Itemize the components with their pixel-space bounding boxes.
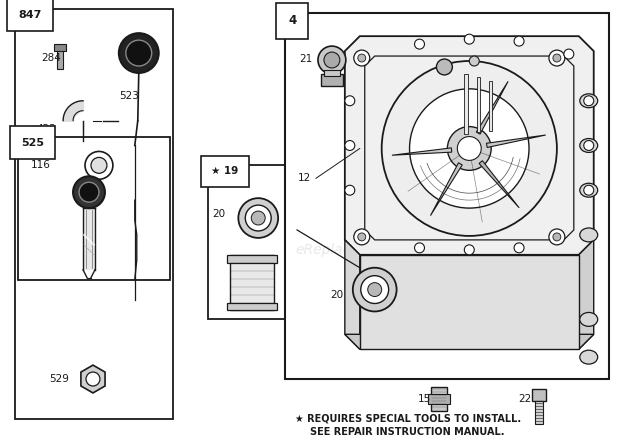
Circle shape bbox=[126, 40, 152, 66]
Text: SEE REPAIR INSTRUCTION MANUAL.: SEE REPAIR INSTRUCTION MANUAL. bbox=[310, 427, 505, 437]
Text: 20: 20 bbox=[213, 209, 226, 219]
Circle shape bbox=[91, 157, 107, 173]
Bar bbox=[285, 13, 609, 379]
Bar bbox=[231, 255, 274, 310]
Text: ★ REQUIRES SPECIAL TOOLS TO INSTALL.: ★ REQUIRES SPECIAL TOOLS TO INSTALL. bbox=[295, 414, 521, 424]
Bar bbox=[477, 77, 481, 132]
Bar bbox=[228, 302, 277, 310]
Bar bbox=[428, 394, 450, 404]
Circle shape bbox=[358, 54, 366, 62]
Text: 525: 525 bbox=[21, 137, 44, 148]
Text: 15: 15 bbox=[417, 394, 431, 404]
Polygon shape bbox=[579, 240, 594, 349]
Circle shape bbox=[79, 182, 99, 202]
Ellipse shape bbox=[580, 139, 598, 153]
Polygon shape bbox=[345, 36, 594, 255]
Circle shape bbox=[354, 50, 370, 66]
Circle shape bbox=[318, 46, 346, 74]
Text: 422: 422 bbox=[36, 124, 56, 134]
Polygon shape bbox=[430, 163, 463, 215]
Polygon shape bbox=[487, 135, 546, 148]
Circle shape bbox=[251, 211, 265, 225]
Text: ★ 19: ★ 19 bbox=[211, 166, 239, 176]
Circle shape bbox=[345, 185, 355, 195]
Bar bbox=[83, 208, 95, 270]
Circle shape bbox=[584, 96, 594, 106]
Bar bbox=[208, 165, 297, 319]
Circle shape bbox=[549, 229, 565, 245]
Bar bbox=[324, 70, 340, 76]
Circle shape bbox=[246, 205, 271, 231]
Bar bbox=[19, 136, 170, 280]
Circle shape bbox=[85, 152, 113, 179]
Polygon shape bbox=[479, 161, 519, 208]
Text: 529: 529 bbox=[49, 374, 69, 384]
Ellipse shape bbox=[580, 94, 598, 108]
Circle shape bbox=[514, 243, 524, 253]
Circle shape bbox=[448, 127, 491, 170]
Polygon shape bbox=[392, 148, 452, 155]
Ellipse shape bbox=[580, 350, 598, 364]
Circle shape bbox=[514, 36, 524, 46]
Circle shape bbox=[238, 198, 278, 238]
Circle shape bbox=[415, 39, 425, 49]
Text: 22: 22 bbox=[518, 394, 531, 404]
Circle shape bbox=[382, 61, 557, 236]
Text: 284: 284 bbox=[41, 53, 61, 63]
Text: 116: 116 bbox=[31, 161, 51, 170]
Text: 12: 12 bbox=[298, 173, 311, 183]
Circle shape bbox=[564, 49, 574, 59]
Circle shape bbox=[410, 89, 529, 208]
Circle shape bbox=[469, 56, 479, 66]
Bar bbox=[57, 48, 63, 69]
Bar bbox=[16, 9, 172, 419]
Polygon shape bbox=[476, 81, 508, 134]
Circle shape bbox=[354, 229, 370, 245]
Text: 20: 20 bbox=[330, 289, 343, 300]
Bar bbox=[54, 44, 66, 51]
Circle shape bbox=[73, 176, 105, 208]
Polygon shape bbox=[360, 255, 579, 349]
Bar bbox=[535, 401, 543, 424]
Circle shape bbox=[458, 136, 481, 161]
Circle shape bbox=[584, 185, 594, 195]
Circle shape bbox=[553, 54, 561, 62]
Bar bbox=[532, 389, 546, 401]
Circle shape bbox=[368, 283, 382, 297]
Text: 21: 21 bbox=[299, 54, 312, 64]
Circle shape bbox=[119, 33, 159, 73]
Polygon shape bbox=[345, 240, 360, 349]
Bar bbox=[321, 74, 343, 86]
Circle shape bbox=[549, 50, 565, 66]
Text: 847: 847 bbox=[19, 10, 42, 21]
Circle shape bbox=[361, 276, 389, 303]
Ellipse shape bbox=[580, 313, 598, 326]
Circle shape bbox=[464, 245, 474, 255]
Polygon shape bbox=[345, 334, 594, 349]
Circle shape bbox=[86, 372, 100, 386]
Bar bbox=[432, 387, 448, 411]
Circle shape bbox=[464, 34, 474, 44]
Circle shape bbox=[324, 52, 340, 68]
Circle shape bbox=[584, 140, 594, 150]
Circle shape bbox=[345, 140, 355, 150]
Circle shape bbox=[436, 59, 453, 75]
Bar bbox=[464, 74, 468, 133]
Bar bbox=[228, 255, 277, 263]
Text: 523: 523 bbox=[119, 91, 139, 101]
Ellipse shape bbox=[580, 228, 598, 242]
Circle shape bbox=[353, 268, 397, 311]
Circle shape bbox=[553, 233, 561, 241]
Text: eReplacementParts.com: eReplacementParts.com bbox=[295, 243, 464, 257]
Circle shape bbox=[345, 96, 355, 106]
Circle shape bbox=[358, 233, 366, 241]
Bar bbox=[489, 81, 492, 131]
Ellipse shape bbox=[580, 183, 598, 197]
Text: 4: 4 bbox=[288, 14, 296, 27]
Circle shape bbox=[415, 243, 425, 253]
Polygon shape bbox=[81, 365, 105, 393]
